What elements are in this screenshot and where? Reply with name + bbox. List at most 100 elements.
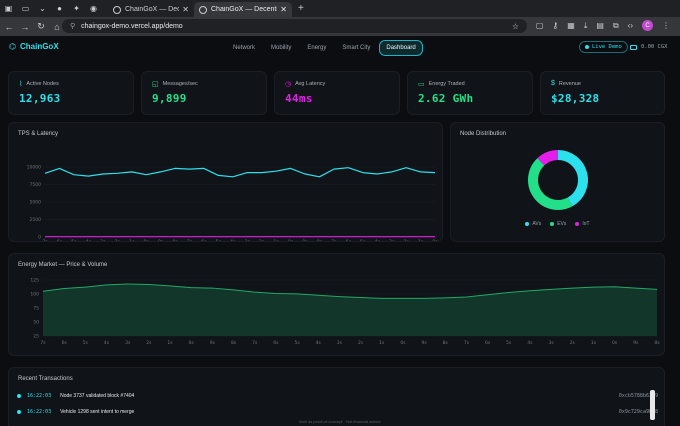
gemini-icon[interactable]: ✦ [73, 4, 80, 13]
x-tick-label: 3s [125, 340, 131, 346]
extension-icon[interactable]: ▢ [535, 21, 544, 30]
x-tick-label: 9s [302, 239, 308, 241]
profile-avatar[interactable]: C [642, 20, 653, 31]
tx-hash[interactable]: 0xcb5788b63e9 [618, 393, 658, 399]
tps-latency-panel: TPS & Latency 1000075005000250007s6s5s4s… [8, 122, 443, 242]
extension-menu-icon[interactable]: ⌄ [39, 4, 46, 13]
legend-item-iot[interactable]: IoT [575, 221, 590, 227]
app-root: ⌬ ChainGoX Network Mobility Energy Smart… [0, 36, 680, 426]
close-tab-icon[interactable]: ✕ [280, 5, 287, 14]
x-tick-label: 7s [252, 340, 258, 346]
site-info-icon[interactable]: ⚲ [70, 23, 76, 30]
stat-value: 9,899 [152, 92, 187, 105]
x-tick-label: 8s [172, 239, 178, 241]
stat-value: 2.62 GWh [418, 92, 474, 105]
stat-value: $28,328 [551, 92, 600, 105]
x-tick-label: 2s [259, 239, 265, 241]
stat-card-active-nodes: ⌇ Active Nodes 12,963 [8, 71, 134, 115]
y-tick-label: 75 [33, 306, 39, 312]
github-icon[interactable]: ● [57, 4, 62, 13]
tab-search-icon[interactable]: ▣ [4, 4, 13, 13]
stat-card-energy: ▭ Energy Traded 2.62 GWh [407, 71, 533, 115]
tab-favicon-icon [199, 5, 207, 14]
x-tick-label: 1s [379, 340, 385, 346]
wallet-balance[interactable]: 0.00 CGX [630, 44, 668, 50]
stat-card-messages: ◱ Messages/sec 9,899 [141, 71, 267, 115]
brand-logo-icon: ⌬ [9, 42, 16, 51]
x-tick-label: 5s [360, 239, 366, 241]
x-tick-label: 2s [570, 340, 576, 346]
recent-transactions-panel: Recent Transactions [8, 367, 665, 426]
nav-tab-mobility[interactable]: Mobility [271, 45, 292, 51]
tx-time: 16:22:03 [27, 393, 52, 399]
devtools-icon[interactable]: ‹› [627, 21, 633, 30]
energy-market-panel: Energy Market — Price & Volume 125 100 75 5… [8, 253, 665, 356]
donut-slice-iot [537, 150, 559, 166]
nav-tab-smart-city[interactable]: Smart City [342, 45, 371, 51]
browser-toolbar: ← → ↻ ⌂ ⚲ chaingox-demo.vercel.app/demo … [0, 17, 680, 36]
translate-icon[interactable]: ⧉ [612, 20, 619, 30]
transaction-row[interactable]: 16:22:03 Vehicle 1298 sent intent to mer… [17, 409, 134, 415]
donut-legend: AVs EVs IoT [451, 221, 664, 227]
x-tick-label: 1s [418, 239, 424, 241]
legend-label: IoT [582, 221, 590, 227]
pinned-tab-icon[interactable]: ◉ [90, 4, 97, 13]
stat-label: Active Nodes [26, 81, 59, 87]
y-tick-label: 125 [30, 278, 39, 284]
transactions-scrollbar[interactable] [650, 390, 655, 420]
browser-tab-2[interactable]: ChainGoX — Decentralized ✕ [194, 2, 292, 17]
stat-label: Energy Traded [428, 81, 465, 87]
x-tick-label: 8s [317, 239, 323, 241]
x-tick-label: 9s [158, 239, 164, 241]
new-tab-icon[interactable]: + [298, 3, 304, 14]
x-tick-label: 8s [654, 340, 660, 346]
password-key-icon[interactable]: ⚷ [552, 21, 559, 30]
brand[interactable]: ⌬ ChainGoX [9, 42, 59, 51]
tab-group-icon[interactable]: ▭ [21, 4, 30, 13]
legend-item-evs[interactable]: EVs [550, 221, 566, 227]
battery-icon: ▭ [418, 81, 425, 88]
menu-icon[interactable]: ⋮ [662, 21, 670, 30]
tx-message: Node 3737 validated block #7404 [60, 393, 135, 399]
screenshot-icon[interactable]: ▦ [567, 21, 575, 30]
nav-tab-dashboard[interactable]: Dashboard [379, 40, 423, 56]
stat-card-latency: ◷ Avg Latency 44ms [274, 71, 400, 115]
x-tick-label: 3s [549, 340, 555, 346]
x-tick-label: 3s [389, 239, 395, 241]
x-tick-label: 0s [612, 340, 618, 346]
y-tick-label: 5000 [30, 200, 42, 206]
nav-tab-network[interactable]: Network [233, 45, 256, 51]
x-tick-label: 7s [331, 239, 337, 241]
address-bar[interactable]: ⚲ chaingox-demo.vercel.app/demo ☆ [62, 19, 527, 33]
bookmark-star-icon[interactable]: ☆ [511, 21, 519, 31]
legend-item-avs[interactable]: AVs [525, 221, 541, 227]
x-tick-label: 0s [189, 340, 195, 346]
browser-tab-1[interactable]: ChainGoX — Decentralized ✕ [108, 2, 194, 17]
close-tab-icon[interactable]: ✕ [182, 5, 189, 14]
x-tick-label: 6s [62, 340, 68, 346]
y-tick-label: 100 [30, 292, 39, 298]
download-icon[interactable]: ⤓ [583, 20, 588, 30]
reload-icon[interactable]: ↻ [37, 21, 45, 31]
live-demo-badge[interactable]: Live Demo [579, 41, 628, 53]
x-tick-label: 9s [210, 340, 216, 346]
y-tick-label: 50 [33, 320, 39, 326]
y-tick-label: 25 [33, 334, 39, 340]
x-tick-label: 6s [201, 239, 207, 241]
y-tick-label: 0 [38, 235, 41, 241]
back-icon[interactable]: ← [4, 21, 14, 32]
trash-icon[interactable]: ▤ [596, 21, 604, 30]
x-tick-label: 9s [633, 340, 639, 346]
nav-tab-energy[interactable]: Energy [307, 45, 327, 51]
transaction-row[interactable]: 16:22:03 Node 3737 validated block #7404 [17, 393, 134, 399]
tab-title: ChainGoX — Decentralized [211, 6, 277, 13]
x-tick-label: 1s [167, 340, 173, 346]
home-icon[interactable]: ⌂ [54, 21, 60, 32]
energy-price-line [42, 283, 658, 299]
y-tick-label: 2500 [30, 217, 42, 223]
x-tick-label: 6s [485, 340, 491, 346]
status-dot-icon [17, 410, 21, 414]
tx-hash[interactable]: 0x9c729ca9b58 [618, 409, 658, 415]
forward-icon[interactable]: → [20, 21, 30, 32]
panel-title: TPS & Latency [18, 131, 59, 137]
